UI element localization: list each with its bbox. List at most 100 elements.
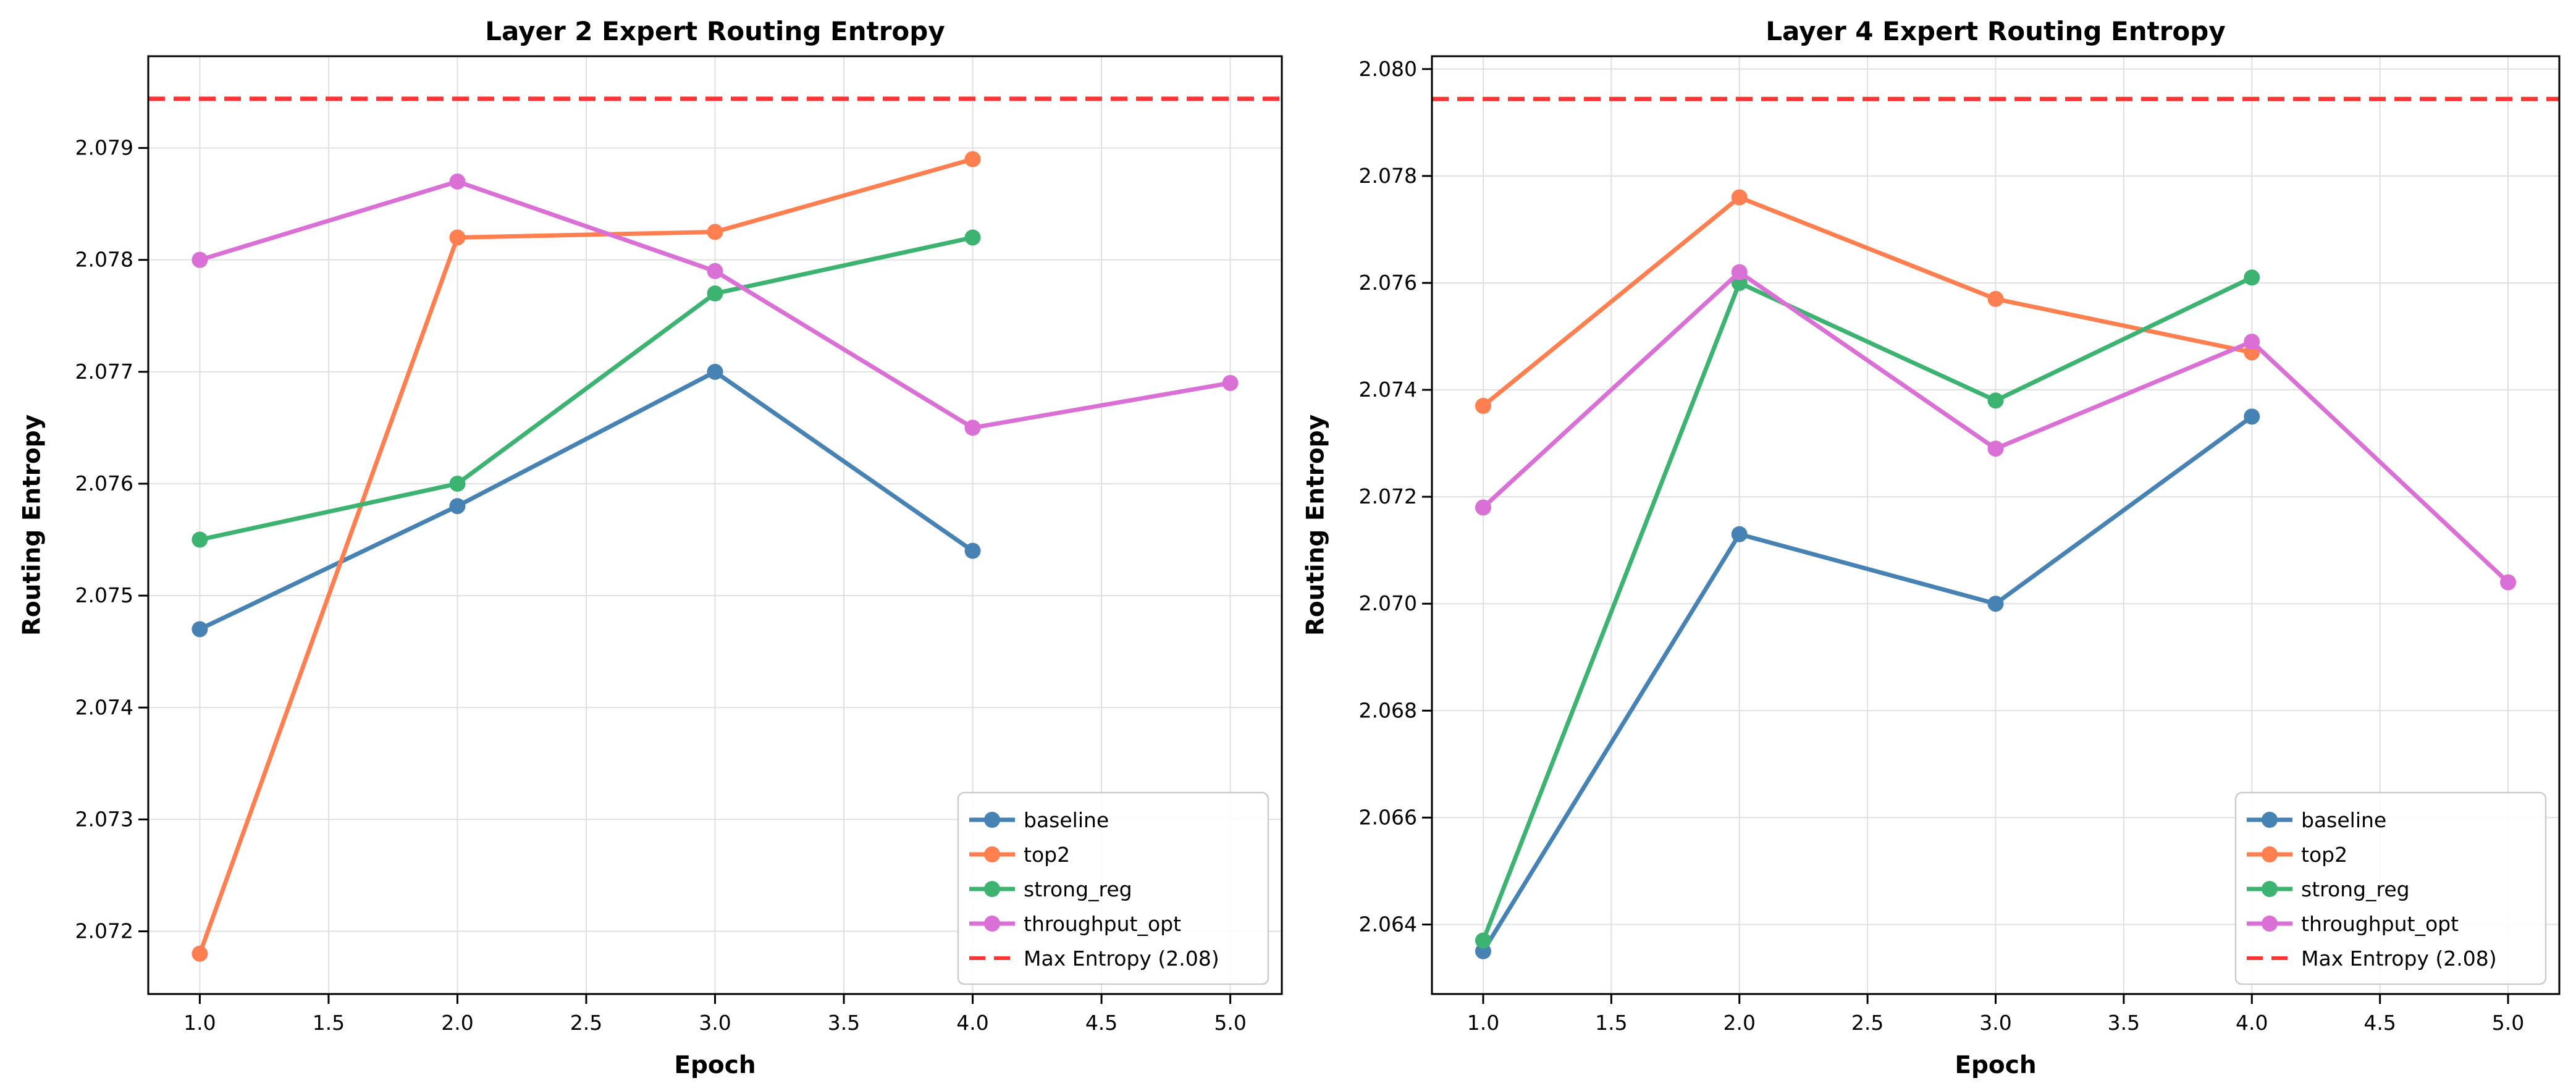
data-point-throughput_opt-5 bbox=[1222, 374, 1239, 391]
y-tick-label: 2.068 bbox=[1359, 698, 1417, 722]
series-strong_reg bbox=[1475, 269, 2260, 949]
data-point-throughput_opt-3 bbox=[1987, 440, 2004, 457]
data-point-top2-3 bbox=[707, 224, 723, 240]
legend-label-strong-reg: strong_reg bbox=[1024, 877, 1132, 901]
x-tick-label: 1.0 bbox=[183, 1011, 216, 1035]
data-point-top2-3 bbox=[1987, 290, 2004, 307]
tick-labels: 1.0 1.5 2.0 2.5 3.0 3.5 4.0 4.5 5.0 2.072 2.073 2.0… bbox=[75, 136, 1247, 1035]
legend-marker-dot bbox=[984, 881, 1000, 897]
y-tick-label: 2.080 bbox=[1359, 57, 1417, 81]
series-throughput_opt bbox=[192, 173, 1239, 436]
legend-marker-dot bbox=[984, 812, 1000, 828]
legend-label-baseline: baseline bbox=[1024, 808, 1109, 832]
series-line-top2 bbox=[198, 157, 974, 954]
series-baseline bbox=[192, 363, 981, 638]
data-point-throughput_opt-4 bbox=[964, 419, 981, 436]
x-tick-label: 4.5 bbox=[2363, 1011, 2396, 1035]
data-point-strong_reg-4 bbox=[2244, 269, 2260, 286]
legend-marker-dot bbox=[984, 916, 1000, 932]
legend-label-baseline: baseline bbox=[2301, 808, 2386, 832]
y-tick-label: 2.079 bbox=[75, 136, 133, 160]
tick-marks bbox=[1422, 68, 2509, 1004]
y-axis-label-layer2: Routing Entropy bbox=[18, 414, 46, 636]
tick-marks bbox=[138, 147, 1232, 1004]
x-axis-label-layer2: Epoch bbox=[674, 1051, 756, 1079]
x-tick-label: 2.0 bbox=[1723, 1011, 1755, 1035]
chart-title-layer4: Layer 4 Expert Routing Entropy bbox=[1766, 16, 2226, 46]
x-tick-label: 3.5 bbox=[828, 1011, 860, 1035]
x-tick-label: 3.0 bbox=[699, 1011, 731, 1035]
x-tick-label: 3.0 bbox=[1979, 1011, 2011, 1035]
legend-marker-dot bbox=[2262, 846, 2278, 862]
x-tick-label: 5.0 bbox=[2492, 1011, 2524, 1035]
x-tick-label: 4.5 bbox=[1085, 1011, 1118, 1035]
data-point-throughput_opt-2 bbox=[449, 173, 466, 190]
data-point-strong_reg-1 bbox=[1475, 932, 1491, 949]
x-tick-label: 3.5 bbox=[2108, 1011, 2140, 1035]
y-tick-label: 2.070 bbox=[1359, 591, 1417, 615]
y-tick-label: 2.064 bbox=[1359, 912, 1417, 936]
y-tick-label: 2.078 bbox=[1359, 164, 1417, 188]
data-point-throughput_opt-2 bbox=[1731, 264, 1748, 280]
data-point-throughput_opt-5 bbox=[2500, 574, 2517, 591]
y-axis-label-layer4: Routing Entropy bbox=[1302, 414, 1330, 636]
x-tick-label: 2.5 bbox=[1851, 1011, 1884, 1035]
series-line-baseline bbox=[1481, 415, 2254, 953]
y-tick-label: 2.074 bbox=[1359, 377, 1417, 402]
legend-marker-dot bbox=[2262, 916, 2278, 932]
y-tick-label: 2.075 bbox=[75, 583, 133, 607]
data-point-baseline-3 bbox=[707, 363, 723, 380]
series-line-strong_reg bbox=[1481, 276, 2253, 941]
legend-box bbox=[957, 791, 1269, 985]
x-axis-label-layer4: Epoch bbox=[1955, 1051, 2037, 1079]
data-point-baseline-3 bbox=[1987, 596, 2004, 612]
legend-marker-dot bbox=[2262, 812, 2278, 828]
series-throughput_opt bbox=[1475, 264, 2517, 591]
data-point-strong_reg-4 bbox=[964, 229, 981, 246]
data-point-top2-1 bbox=[1475, 398, 1491, 415]
series-line-baseline bbox=[198, 369, 974, 631]
x-tick-label: 5.0 bbox=[1214, 1011, 1246, 1035]
y-tick-label: 2.066 bbox=[1359, 805, 1417, 829]
x-tick-label: 1.5 bbox=[313, 1011, 345, 1035]
y-tick-label: 2.077 bbox=[75, 360, 133, 384]
legend-label-strong-reg: strong_reg bbox=[2301, 877, 2410, 901]
x-tick-label: 1.5 bbox=[1595, 1011, 1627, 1035]
legend-box bbox=[2234, 791, 2547, 985]
data-point-top2-2 bbox=[1731, 189, 1748, 206]
legend-label-throughput-opt: throughput_opt bbox=[1024, 912, 1181, 936]
legend: baseline top2 strong_reg throughput_opt Max … bbox=[957, 791, 1269, 985]
data-point-baseline-1 bbox=[192, 621, 208, 638]
x-tick-label: 2.0 bbox=[441, 1011, 473, 1035]
legend: baseline top2 strong_reg throughput_opt Max … bbox=[2234, 791, 2547, 985]
data-point-throughput_opt-3 bbox=[707, 263, 723, 279]
data-point-baseline-2 bbox=[1731, 526, 1748, 542]
legend-label-max-entropy-2-08-: Max Entropy (2.08) bbox=[2301, 946, 2497, 971]
data-point-strong_reg-3 bbox=[707, 285, 723, 302]
data-point-throughput_opt-1 bbox=[192, 251, 208, 268]
x-tick-label: 2.5 bbox=[570, 1011, 602, 1035]
chart-title-layer2: Layer 2 Expert Routing Entropy bbox=[485, 16, 945, 46]
y-tick-label: 2.076 bbox=[1359, 271, 1417, 295]
data-point-top2-1 bbox=[192, 945, 208, 962]
x-tick-label: 4.0 bbox=[2236, 1011, 2268, 1035]
legend-label-max-entropy-2-08-: Max Entropy (2.08) bbox=[1024, 946, 1219, 971]
legend-marker-dot bbox=[984, 846, 1000, 862]
legend-label-top2: top2 bbox=[2301, 843, 2347, 867]
y-tick-label: 2.074 bbox=[75, 695, 133, 719]
x-tick-label: 4.0 bbox=[956, 1011, 988, 1035]
data-point-throughput_opt-1 bbox=[1475, 499, 1491, 516]
data-point-top2-4 bbox=[964, 151, 981, 167]
y-tick-label: 2.072 bbox=[1359, 484, 1417, 508]
data-point-throughput_opt-4 bbox=[2244, 334, 2260, 350]
y-tick-label: 2.076 bbox=[75, 471, 133, 495]
series-line-strong_reg bbox=[199, 235, 974, 542]
legend-marker-dot bbox=[2262, 881, 2278, 897]
legend-label-top2: top2 bbox=[1024, 843, 1070, 867]
series-line-top2 bbox=[1481, 195, 2252, 408]
y-tick-label: 2.073 bbox=[75, 807, 133, 831]
data-point-strong_reg-2 bbox=[449, 475, 466, 492]
